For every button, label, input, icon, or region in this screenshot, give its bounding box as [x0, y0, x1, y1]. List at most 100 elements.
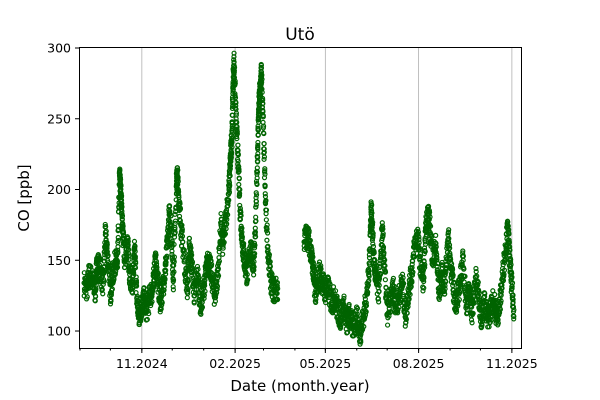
data-point	[236, 192, 243, 199]
data-point	[233, 100, 239, 106]
data-point	[400, 275, 406, 281]
plot-frame	[79, 47, 522, 349]
data-point	[120, 230, 127, 236]
data-point	[239, 231, 245, 237]
data-point	[175, 187, 182, 193]
data-point	[227, 182, 233, 188]
data-point	[267, 259, 273, 265]
data-point	[227, 173, 233, 179]
data-point	[501, 267, 508, 273]
data-point	[133, 260, 139, 266]
data-point	[495, 320, 501, 326]
data-point	[433, 232, 439, 238]
data-point	[261, 146, 267, 152]
data-point	[409, 279, 415, 285]
data-point	[251, 264, 257, 270]
data-point	[229, 149, 235, 156]
data-point	[383, 285, 389, 291]
data-point	[226, 197, 232, 203]
data-point	[118, 183, 124, 189]
data-point	[311, 264, 317, 271]
data-point	[368, 213, 375, 219]
data-point	[171, 241, 177, 248]
data-point	[111, 276, 117, 283]
data-point	[185, 278, 191, 284]
data-point	[309, 248, 315, 254]
data-point	[509, 280, 516, 286]
data-point	[101, 279, 107, 285]
data-point	[397, 299, 404, 305]
data-point	[235, 152, 241, 158]
data-point	[511, 307, 517, 313]
data-point	[263, 217, 269, 223]
data-point	[171, 259, 177, 265]
data-point	[473, 265, 479, 272]
data-point	[388, 308, 394, 315]
data-point	[409, 264, 415, 271]
data-point	[154, 264, 160, 271]
data-point	[369, 202, 375, 208]
data-point	[410, 269, 416, 275]
data-point	[231, 69, 237, 75]
data-point	[251, 259, 257, 265]
data-point	[381, 250, 387, 256]
data-point	[252, 242, 258, 248]
data-point	[405, 304, 411, 310]
data-point	[170, 287, 177, 293]
data-point	[232, 80, 238, 86]
data-point	[274, 280, 281, 286]
data-point	[161, 287, 167, 293]
data-point	[216, 258, 222, 264]
data-point	[125, 238, 131, 245]
data-point	[145, 308, 151, 314]
data-point	[163, 259, 169, 265]
data-point	[409, 261, 415, 267]
data-point	[188, 249, 194, 255]
data-point	[261, 141, 267, 147]
data-point	[401, 280, 407, 287]
data-point	[396, 304, 402, 310]
data-point	[422, 248, 428, 255]
data-point	[255, 144, 261, 150]
data-point	[185, 286, 191, 292]
data-point	[511, 313, 517, 320]
data-point	[237, 187, 243, 193]
data-point	[442, 291, 448, 297]
data-point	[231, 64, 238, 71]
data-point	[369, 221, 376, 228]
data-point	[274, 283, 280, 289]
data-point	[259, 89, 265, 95]
data-point	[174, 165, 181, 171]
data-point	[184, 295, 190, 301]
data-point	[267, 263, 273, 270]
data-point	[108, 292, 114, 298]
data-point	[177, 206, 184, 212]
data-point	[446, 235, 452, 242]
data-point	[482, 291, 488, 297]
data-point	[446, 242, 453, 248]
data-point	[115, 237, 121, 244]
data-point	[461, 279, 467, 285]
data-point	[365, 289, 371, 295]
data-point	[238, 212, 244, 219]
data-point	[171, 234, 178, 240]
data-point	[395, 307, 401, 313]
data-point	[225, 200, 231, 206]
data-point	[221, 239, 227, 245]
data-point	[130, 285, 136, 291]
data-point	[144, 316, 150, 323]
data-point	[159, 300, 165, 306]
data-point	[448, 256, 454, 262]
data-point	[189, 259, 196, 265]
data-point	[255, 126, 261, 133]
data-point	[211, 301, 217, 307]
data-point	[251, 245, 258, 251]
data-point	[189, 252, 195, 258]
data-point	[506, 237, 512, 243]
data-point	[236, 181, 242, 188]
data-point	[511, 316, 517, 322]
data-point	[476, 290, 482, 296]
data-point	[162, 276, 168, 282]
data-point	[449, 266, 456, 273]
data-point	[179, 227, 185, 233]
